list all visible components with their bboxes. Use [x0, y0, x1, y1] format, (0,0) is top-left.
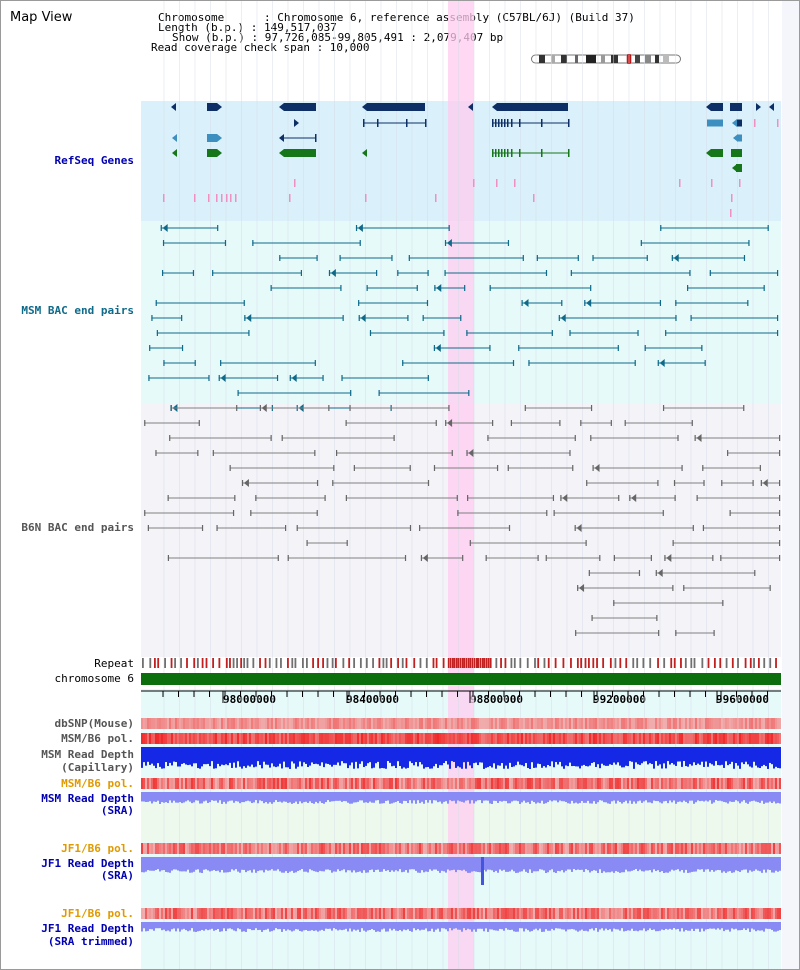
track-label-jf1-trim[interactable]: JF1 Read Depth: [41, 922, 134, 935]
chromosome-ideogram[interactable]: [531, 54, 681, 64]
track-label-chromosome: chromosome 6: [54, 672, 134, 685]
track-label-jf1-depth-sub: (SRA): [100, 869, 134, 882]
ideogram-outline: [531, 54, 681, 64]
ideogram-band: [575, 55, 578, 63]
ideogram-band: [561, 55, 567, 63]
repeat-track-bg: [141, 657, 781, 689]
b6n-bac-track-bg: [141, 403, 781, 657]
track-label-msm-b6-pol-1[interactable]: MSM/B6 pol.: [61, 732, 134, 745]
coverage-span-info: Read coverage check span : 10,000: [151, 41, 370, 54]
axis-tick-label: 99200000: [593, 693, 646, 706]
msm-sra-bg: [141, 804, 781, 841]
ideogram-band: [645, 55, 651, 63]
track-label-msm-depth-cap[interactable]: MSM Read Depth: [41, 748, 134, 761]
track-label-b6n-bac[interactable]: B6N BAC end pairs: [21, 521, 134, 534]
ideogram-band: [635, 55, 640, 63]
ideogram-band: [655, 55, 659, 63]
track-label-refseq[interactable]: RefSeq Genes: [54, 154, 134, 167]
axis-tick-label: 98800000: [470, 693, 523, 706]
track-label-jf1-depth[interactable]: JF1 Read Depth: [41, 857, 134, 870]
track-label-jf1-b6-pol-1[interactable]: JF1/B6 pol.: [61, 842, 134, 855]
track-label-msm-depth-sra[interactable]: MSM Read Depth: [41, 792, 134, 805]
page-title: Map View: [10, 10, 73, 25]
ideogram-band: [611, 55, 618, 63]
ideogram-band: [586, 55, 596, 63]
track-label-msm-b6-pol-2[interactable]: MSM/B6 pol.: [61, 777, 134, 790]
track-label-msm-depth-cap-sub: (Capillary): [61, 761, 134, 774]
track-label-msm-bac[interactable]: MSM BAC end pairs: [21, 304, 134, 317]
axis-tick-label: 98000000: [223, 693, 276, 706]
track-label-dbsnp[interactable]: dbSNP(Mouse): [54, 717, 134, 730]
variation-track-bg: [141, 713, 781, 969]
ideogram-band: [539, 55, 545, 63]
track-label-msm-depth-sra-sub: (SRA): [100, 804, 134, 817]
msm-bac-track-bg: [141, 221, 781, 403]
track-label-jf1-trim-sub: (SRA trimmed): [47, 935, 134, 948]
refseq-track-bg: [141, 101, 781, 221]
axis-tick-label: 98400000: [346, 693, 399, 706]
track-label-repeat[interactable]: Repeat: [94, 657, 134, 670]
ideogram-band: [551, 55, 555, 63]
ideogram-band: [601, 55, 605, 63]
right-margin: [782, 1, 799, 969]
ideogram-position-marker: [626, 54, 632, 64]
track-label-column: [1, 1, 140, 969]
length-info: Length (b.p.) : 149,517,037: [158, 21, 337, 34]
track-label-jf1-b6-pol-2[interactable]: JF1/B6 pol.: [61, 907, 134, 920]
ideogram-band: [663, 55, 669, 63]
ideogram-bands: [539, 55, 669, 63]
axis-tick-label: 99600000: [716, 693, 769, 706]
